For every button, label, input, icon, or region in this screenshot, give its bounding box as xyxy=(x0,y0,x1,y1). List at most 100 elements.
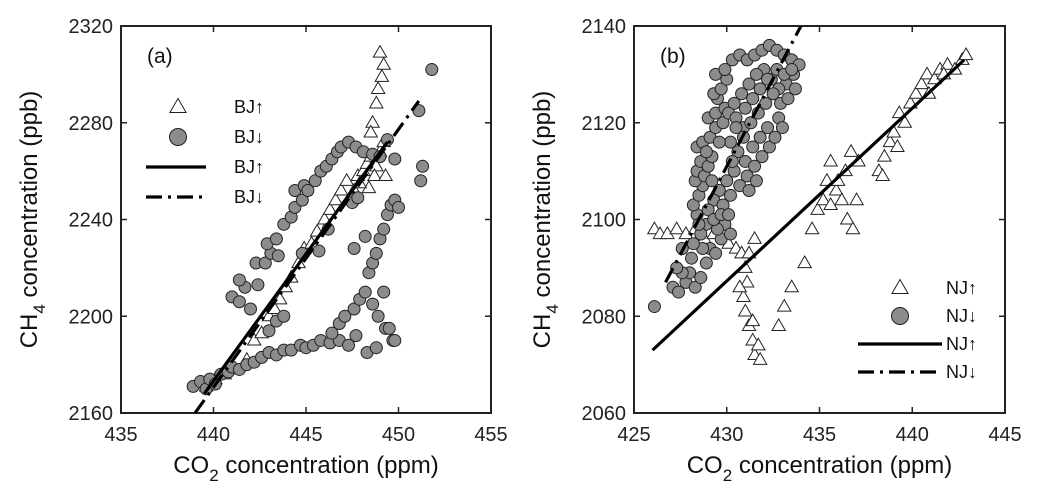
legend-circle-icon xyxy=(169,128,187,146)
circle-point xyxy=(749,174,763,188)
x-tick-label: 430 xyxy=(710,424,743,446)
triangle-point xyxy=(810,201,826,215)
triangle-point xyxy=(914,76,930,90)
triangle-point xyxy=(363,124,379,138)
triangle-point xyxy=(732,279,748,293)
triangle-point xyxy=(322,201,338,215)
circle-point xyxy=(414,174,428,188)
y-tick-label: 2120 xyxy=(582,113,627,135)
y-tick-label: 2200 xyxy=(69,306,114,328)
fit-line-solid xyxy=(651,58,966,352)
triangle-point xyxy=(845,221,861,235)
y-tick-label: 2320 xyxy=(69,16,114,38)
circle-point xyxy=(347,302,361,316)
circle-point xyxy=(699,256,713,270)
circle-point xyxy=(775,121,789,135)
circle-point xyxy=(277,309,291,323)
triangle-point xyxy=(823,153,839,167)
plot-frame xyxy=(120,25,492,414)
circle-point xyxy=(258,256,272,270)
circle-point xyxy=(358,285,372,299)
circle-point xyxy=(351,191,365,205)
circle-point xyxy=(338,309,352,323)
triangle-point xyxy=(333,182,349,196)
triangle-point xyxy=(919,66,935,80)
triangle-point xyxy=(374,68,390,82)
fit-line-dashdot xyxy=(193,100,421,413)
circle-point xyxy=(349,329,363,343)
panel-b: 425 430 435 440 445 2060 2080 2100 2120 2140 CO2 c… xyxy=(529,16,1022,485)
triangle-point xyxy=(328,192,344,206)
circle-point xyxy=(716,116,730,130)
circle-point xyxy=(251,278,265,292)
triangle-point xyxy=(739,274,755,288)
circle-point xyxy=(781,92,795,106)
legend-triangle-icon xyxy=(891,278,909,295)
legend-label: BJ↑ xyxy=(234,157,264,177)
triangle-point xyxy=(747,230,763,244)
circle-point xyxy=(748,159,762,173)
plot-frame xyxy=(633,25,1006,414)
y-axis-label: CH4 concentration (ppb) xyxy=(16,91,49,349)
triangle-point xyxy=(843,143,859,157)
triangle-point xyxy=(849,192,865,206)
x-tick-label: 440 xyxy=(197,424,230,446)
circle-point xyxy=(766,87,780,101)
triangle-point xyxy=(828,182,844,196)
circle-point xyxy=(388,333,402,347)
circle-point xyxy=(742,183,756,197)
circle-point xyxy=(347,242,361,256)
triangle-point xyxy=(889,138,905,152)
x-axis-label: CO2 concentration (ppm) xyxy=(173,452,439,485)
panel-label: (b) xyxy=(660,45,686,68)
y-tick-label: 2280 xyxy=(69,113,114,135)
circle-point xyxy=(371,309,385,323)
triangle-point xyxy=(797,255,813,269)
x-tick-label: 445 xyxy=(988,424,1021,446)
circle-point xyxy=(788,82,802,96)
circle-point xyxy=(342,338,356,352)
circle-point xyxy=(647,300,661,314)
circle-point xyxy=(785,63,799,77)
triangle-point xyxy=(897,114,913,128)
triangle-point xyxy=(669,221,685,235)
circle-point xyxy=(738,101,752,115)
circle-point xyxy=(694,271,708,285)
circle-point xyxy=(742,77,756,91)
triangle-point xyxy=(246,332,262,346)
circle-point xyxy=(768,130,782,144)
circle-point xyxy=(746,140,760,154)
legend-label: BJ↑ xyxy=(234,97,264,117)
triangle-point xyxy=(823,196,839,211)
circle-point xyxy=(714,82,728,96)
circle-point xyxy=(699,145,713,159)
triangle-point xyxy=(750,337,766,351)
y-tick-label: 2080 xyxy=(582,306,627,328)
x-tick-label: 425 xyxy=(617,424,650,446)
triangle-point xyxy=(784,279,800,293)
triangle-point xyxy=(776,298,792,312)
triangle-point xyxy=(370,80,386,94)
plot-area xyxy=(646,26,974,365)
y-tick-label: 2160 xyxy=(69,403,114,425)
panel-label: (a) xyxy=(147,45,173,68)
circle-point xyxy=(244,302,257,316)
x-tick-label: 445 xyxy=(289,424,322,446)
circle-point xyxy=(731,145,745,159)
circle-point xyxy=(685,251,699,265)
triangle-point xyxy=(378,167,394,182)
triangle-point xyxy=(908,85,924,99)
circle-point xyxy=(366,297,380,311)
circle-point xyxy=(672,285,686,299)
legend: NJ↑ NJ↓ NJ↑ NJ↓ xyxy=(858,278,977,382)
circle-point xyxy=(271,249,285,263)
triangle-point xyxy=(339,172,355,186)
circle-point xyxy=(686,198,700,212)
circle-point xyxy=(744,116,758,130)
triangle-point xyxy=(745,313,761,327)
triangle-point xyxy=(875,167,891,182)
y-tick-label: 2240 xyxy=(69,210,114,232)
circle-point xyxy=(709,246,723,260)
legend-label: NJ↓ xyxy=(946,362,977,382)
